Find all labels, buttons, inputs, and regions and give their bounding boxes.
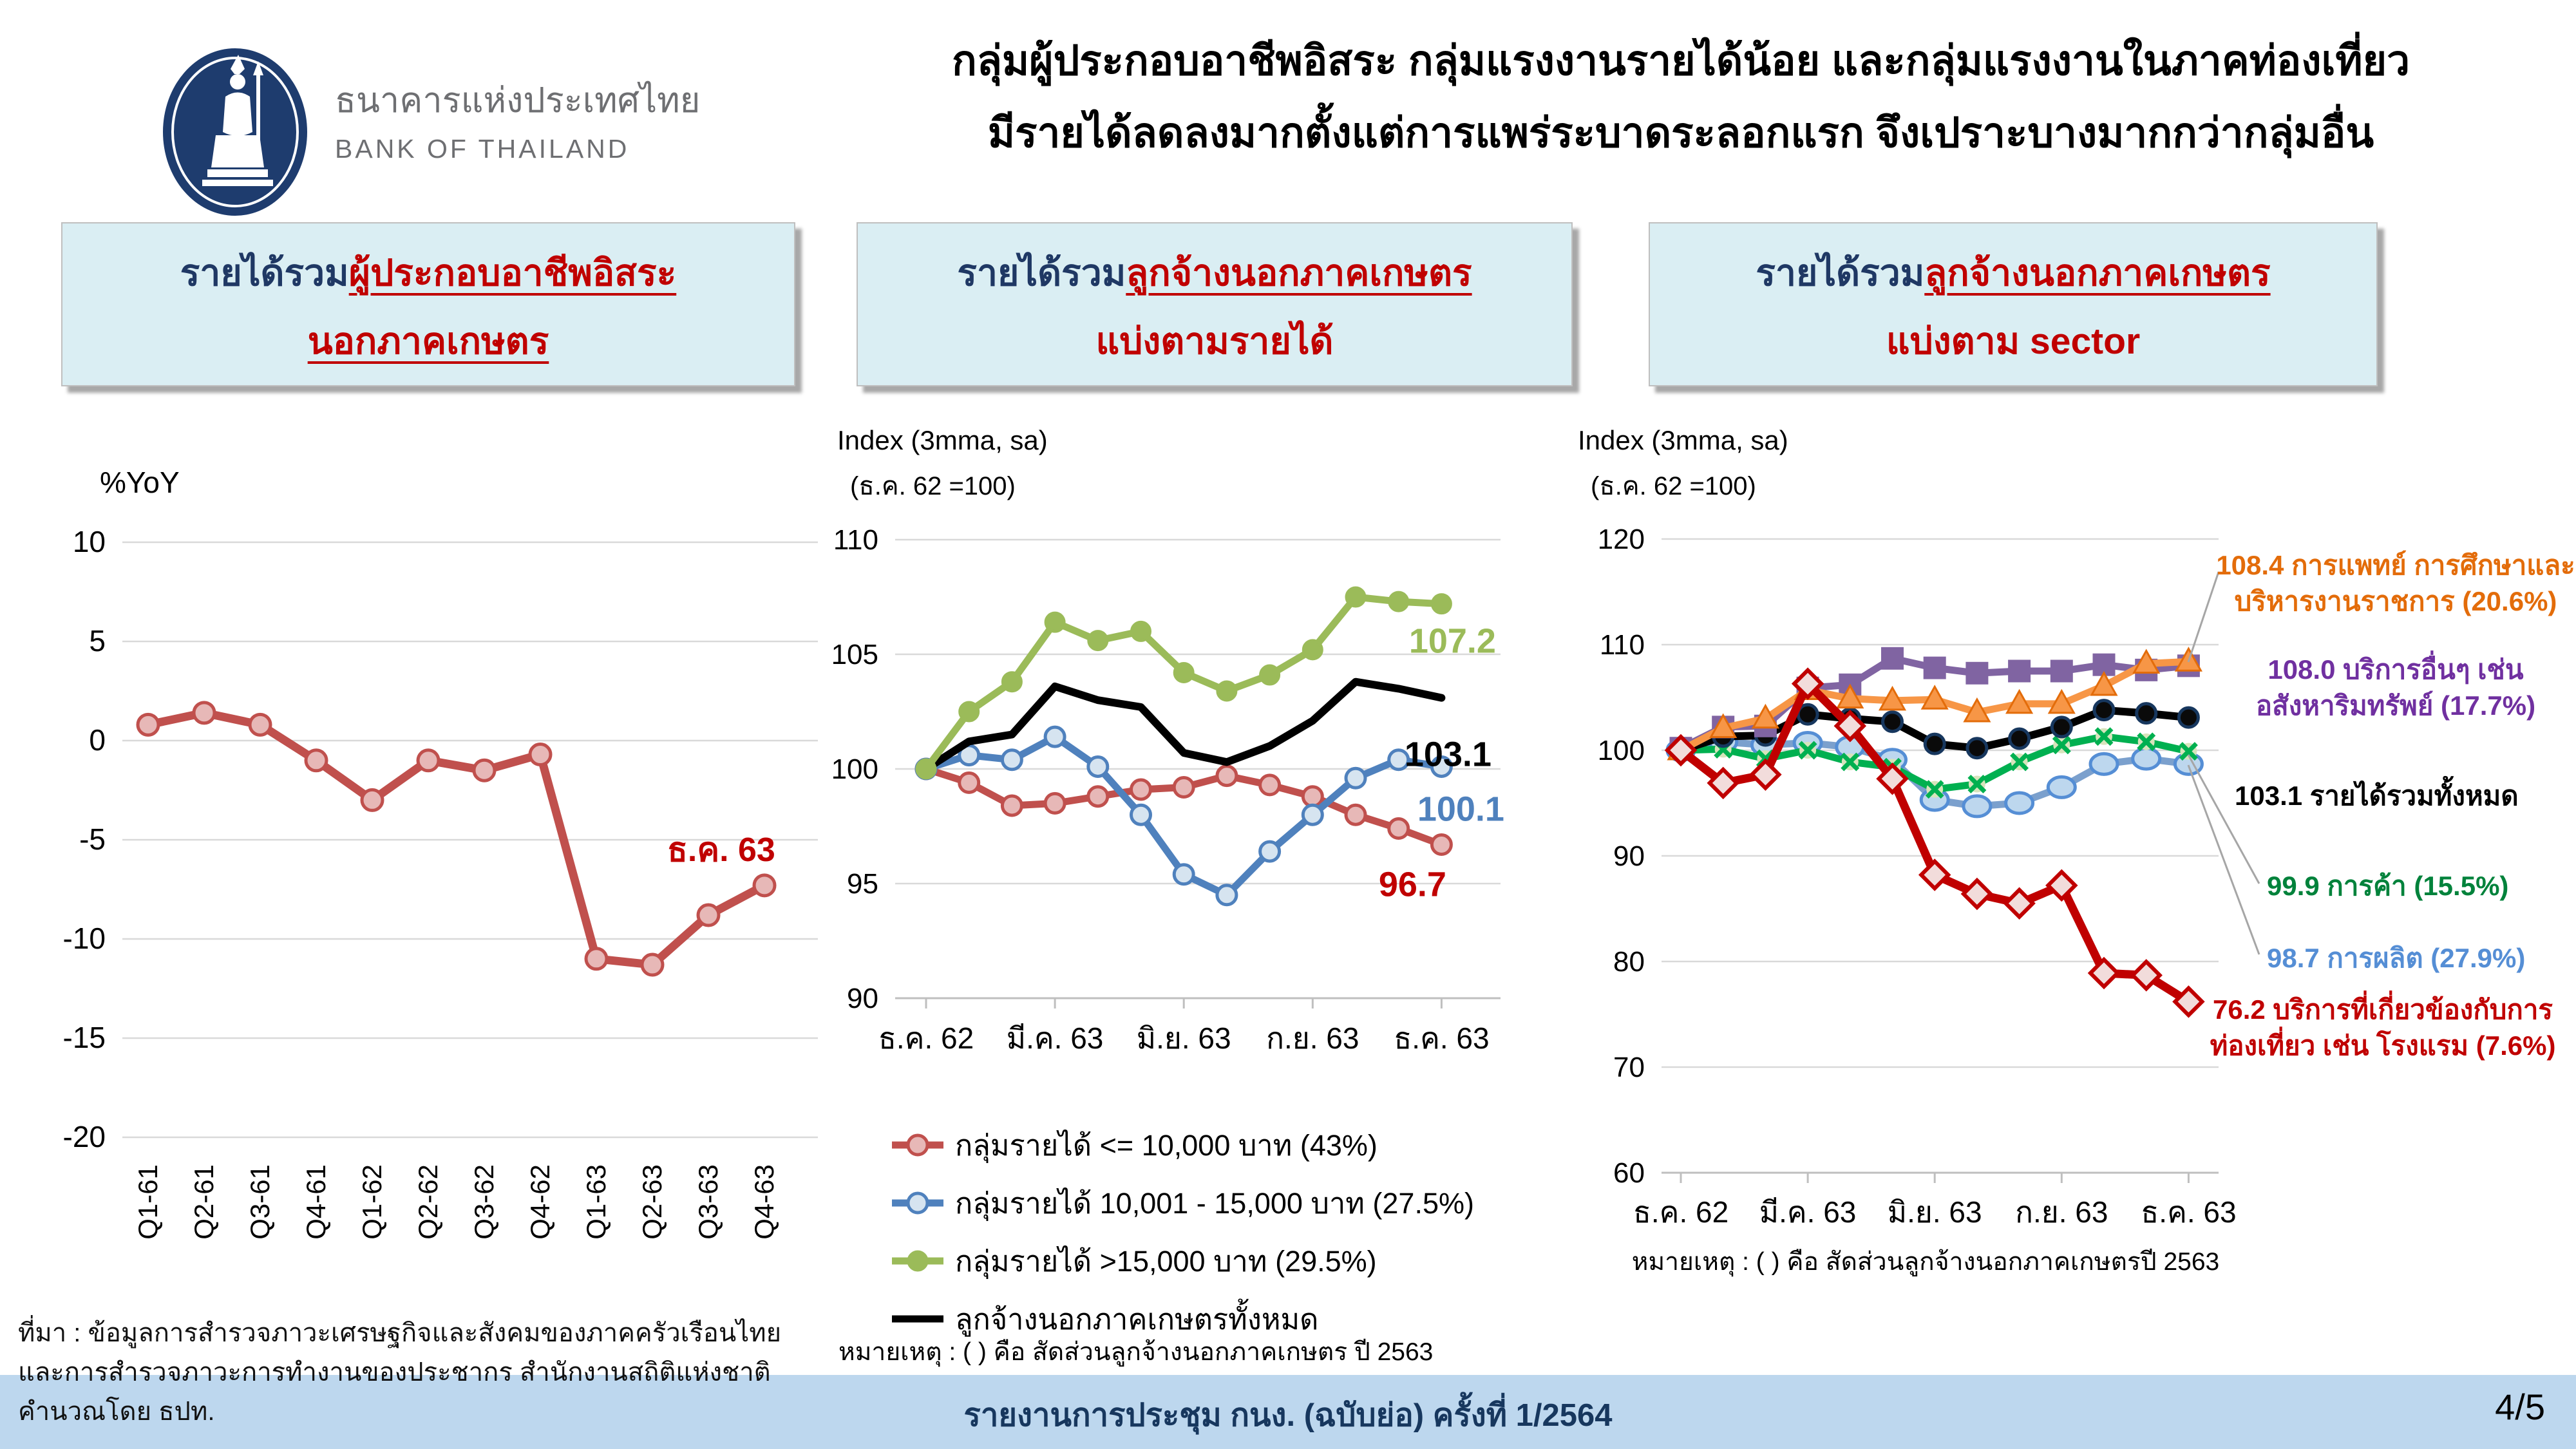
panel1-line2: นอกภาคเกษตร: [307, 321, 549, 362]
svg-text:Q2-61: Q2-61: [189, 1164, 219, 1240]
svg-text:Q3-61: Q3-61: [245, 1164, 275, 1240]
svg-text:Q3-63: Q3-63: [693, 1164, 723, 1240]
svg-text:กลุ่มรายได้ 10,001 - 15,000 บา: กลุ่มรายได้ 10,001 - 15,000 บาท (27.5%): [955, 1187, 1474, 1221]
chart2-index-base: (ธ.ค. 62 =100): [850, 472, 1016, 500]
panel-title-self-employed: รายได้รวมผู้ประกอบอาชีพอิสระ นอกภาคเกษตร: [61, 222, 795, 386]
annotation-medical-education: 108.4 การแพทย์ การศึกษาและ บริหารงานราชก…: [2216, 550, 2575, 616]
chart1-plot: -20 -15 -10 -5 0 5 10 Q1-61 Q2-61 Q3-61 Q4-61 Q1-62…: [63, 525, 818, 1240]
svg-text:60: 60: [1613, 1157, 1645, 1189]
svg-text:-10: -10: [63, 922, 106, 955]
chart-employees-by-sector: 60 70 80 90 100 110 120 ธ.ค. 62 มี.ค. 63 มิ.ย. 63…: [1571, 425, 2576, 1365]
svg-text:ธ.ค. 62: ธ.ค. 62: [1633, 1195, 1728, 1229]
svg-text:ธ.ค. 63: ธ.ค. 63: [667, 831, 775, 869]
svg-text:-15: -15: [63, 1021, 106, 1054]
svg-text:มิ.ย. 63: มิ.ย. 63: [1888, 1195, 1982, 1229]
chart-self-employed-income-yoy: -20 -15 -10 -5 0 5 10 Q1-61 Q2-61 Q3-61 Q4-61 Q1-62…: [39, 451, 850, 1327]
svg-text:Q1-61: Q1-61: [133, 1164, 163, 1240]
svg-text:100: 100: [1598, 735, 1645, 766]
svg-text:Q2-62: Q2-62: [413, 1164, 443, 1240]
slide-title-line2: มีรายได้ลดลงมากตั้งแต่การแพร่ระบาดระลอกแ…: [987, 109, 2374, 156]
source-line1: ที่มา : ข้อมูลการสำรวจภาวะเศรษฐกิจและสัง…: [18, 1319, 782, 1347]
svg-text:120: 120: [1598, 524, 1645, 555]
chart1-y-axis-label: %YoY: [100, 466, 180, 499]
svg-text:110: 110: [1600, 629, 1645, 661]
svg-text:80: 80: [1613, 946, 1645, 978]
chart2-plot: 90 95 100 105 110 ธ.ค. 62 มี.ค. 63 มิ.ย. 63 ก.ย.…: [831, 524, 1504, 1337]
chart3-note: หมายเหตุ : ( ) คือ สัดส่วนลูกจ้างนอกภาคเ…: [1631, 1248, 2220, 1276]
svg-text:กลุ่มรายได้ >15,000 บาท (29.5%: กลุ่มรายได้ >15,000 บาท (29.5%): [955, 1245, 1377, 1279]
svg-text:มี.ค. 63: มี.ค. 63: [1759, 1195, 1857, 1229]
panel1-highlight: ผู้ประกอบอาชีพอิสระ: [348, 252, 677, 294]
svg-text:110: 110: [833, 524, 878, 556]
svg-text:Q2-63: Q2-63: [637, 1164, 667, 1240]
svg-text:กลุ่มรายได้ <= 10,000 บาท (43%: กลุ่มรายได้ <= 10,000 บาท (43%): [955, 1129, 1378, 1163]
source-note: ที่มา : ข้อมูลการสำรวจภาวะเศรษฐกิจและสัง…: [18, 1314, 781, 1432]
annotation-trade: 99.9 การค้า (15.5%): [2267, 871, 2509, 901]
panel2-prefix: รายได้รวม: [957, 252, 1126, 294]
svg-text:Q3-62: Q3-62: [469, 1164, 499, 1240]
svg-text:103.1: 103.1: [1405, 735, 1492, 774]
panel-title-by-income: รายได้รวมลูกจ้างนอกภาคเกษตร แบ่งตามรายได…: [857, 222, 1573, 386]
chart2-index-header: Index (3mma, sa): [837, 425, 1048, 455]
chart3-plot: 60 70 80 90 100 110 120 ธ.ค. 62 มี.ค. 63 มิ.ย. 63…: [1598, 524, 2260, 1229]
svg-text:มี.ค. 63: มี.ค. 63: [1007, 1021, 1104, 1055]
panel-title-by-sector: รายได้รวมลูกจ้างนอกภาคเกษตร แบ่งตาม sect…: [1649, 222, 2378, 386]
source-line2: และการสำรวจภาวะการทำงานของประชากร สำนักง…: [18, 1358, 771, 1387]
annotation-manufacturing: 98.7 การผลิต (27.9%): [2267, 943, 2526, 973]
svg-text:95: 95: [847, 868, 878, 900]
svg-text:-5: -5: [79, 822, 106, 856]
panel3-prefix: รายได้รวม: [1756, 252, 1925, 294]
svg-text:Q4-62: Q4-62: [525, 1164, 555, 1240]
svg-text:-20: -20: [63, 1120, 106, 1153]
svg-text:96.7: 96.7: [1379, 865, 1446, 904]
svg-text:ลูกจ้างนอกภาคเกษตรทั้งหมด: ลูกจ้างนอกภาคเกษตรทั้งหมด: [955, 1298, 1318, 1337]
svg-text:ธ.ค. 63: ธ.ค. 63: [2141, 1195, 2236, 1229]
svg-text:ธ.ค. 63: ธ.ค. 63: [1394, 1021, 1489, 1055]
svg-text:107.2: 107.2: [1409, 622, 1496, 661]
footer-bar: [0, 1375, 2576, 1449]
svg-text:Q4-61: Q4-61: [301, 1164, 331, 1240]
svg-text:Q1-62: Q1-62: [357, 1164, 387, 1240]
bot-name-english: BANK OF THAILAND: [335, 134, 630, 164]
bot-name-thai: ธนาคารแห่งประเทศไทย: [335, 81, 701, 120]
svg-text:90: 90: [847, 983, 878, 1014]
chart2-note: หมายเหตุ : ( ) คือ สัดส่วนลูกจ้างนอกภาคเ…: [838, 1338, 1434, 1366]
report-title: รายงานการประชุม กนง. (ฉบับย่อ) ครั้งที่ …: [963, 1398, 1613, 1433]
chart-employees-by-income: 90 95 100 105 110 ธ.ค. 62 มี.ค. 63 มิ.ย. 63 ก.ย.…: [831, 425, 1584, 1404]
chart3-index-base: (ธ.ค. 62 =100): [1591, 472, 1756, 500]
svg-text:Q4-63: Q4-63: [749, 1164, 779, 1240]
source-line3: คำนวณโดย ธปท.: [18, 1397, 215, 1426]
svg-text:5: 5: [89, 624, 106, 658]
panel3-line2: แบ่งตาม sector: [1886, 321, 2141, 362]
chart3-index-header: Index (3mma, sa): [1578, 425, 1788, 455]
annotation-other-services: 108.0 บริการอื่นๆ เช่น อสังหาริมทรัพย์ (…: [2255, 654, 2536, 721]
svg-text:ก.ย. 63: ก.ย. 63: [1266, 1021, 1359, 1055]
svg-text:100.1: 100.1: [1417, 790, 1504, 828]
svg-text:10: 10: [73, 525, 106, 558]
svg-text:มิ.ย. 63: มิ.ย. 63: [1137, 1021, 1231, 1055]
slide-title: กลุ่มผู้ประกอบอาชีพอิสระ กลุ่มแรงงานรายไ…: [792, 24, 2570, 169]
svg-text:105: 105: [831, 639, 878, 670]
svg-text:70: 70: [1613, 1052, 1645, 1083]
svg-text:100: 100: [831, 753, 878, 785]
bot-logo-text: ธนาคารแห่งประเทศไทย BANK OF THAILAND: [335, 72, 700, 164]
panel3-highlight: ลูกจ้างนอกภาคเกษตร: [1924, 252, 2271, 294]
svg-text:ธ.ค. 62: ธ.ค. 62: [878, 1021, 974, 1055]
slide-title-line1: กลุ่มผู้ประกอบอาชีพอิสระ กลุ่มแรงงานรายไ…: [952, 37, 2410, 84]
panel2-highlight: ลูกจ้างนอกภาคเกษตร: [1126, 252, 1472, 294]
svg-text:90: 90: [1613, 840, 1645, 872]
svg-text:0: 0: [89, 723, 106, 757]
panel2-line2: แบ่งตามรายได้: [1095, 321, 1334, 362]
annotation-total-income: 103.1 รายได้รวมทั้งหมด: [2235, 781, 2519, 811]
page-number: 4/5: [2495, 1387, 2545, 1427]
annotation-tourism-services: 76.2 บริการที่เกี่ยวข้องกับการ ท่องเที่ย…: [2210, 994, 2556, 1061]
svg-text:Q1-63: Q1-63: [581, 1164, 611, 1240]
panel1-prefix: รายได้รวม: [180, 252, 349, 294]
bot-logo-icon: [163, 48, 307, 216]
svg-text:ก.ย. 63: ก.ย. 63: [2015, 1195, 2108, 1229]
